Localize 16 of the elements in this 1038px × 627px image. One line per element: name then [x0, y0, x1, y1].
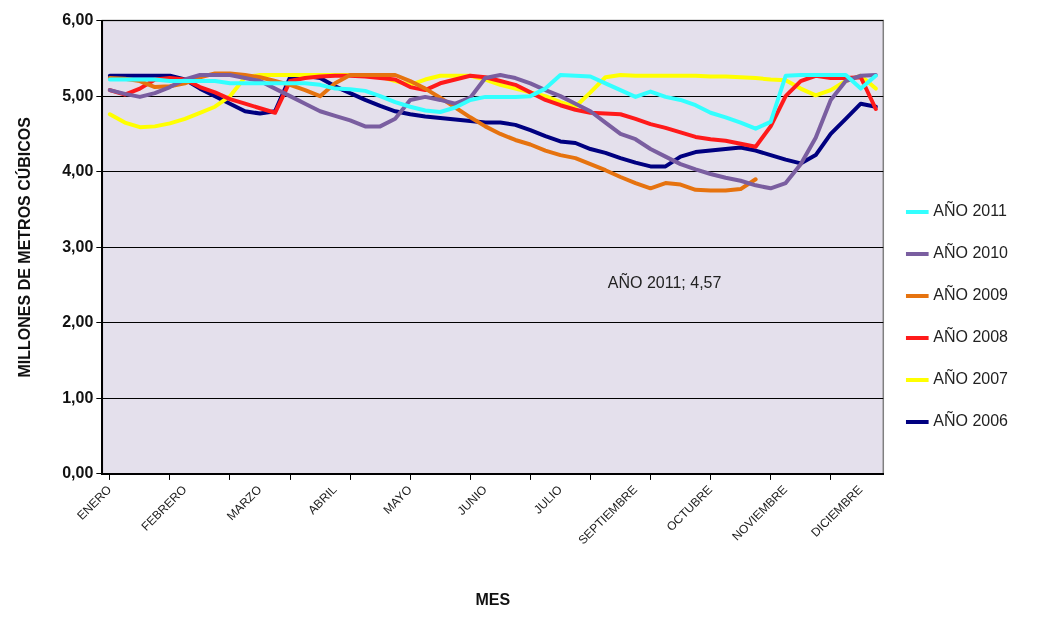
y-tick-label: 4,00 [62, 162, 94, 180]
legend-label: AÑO 2011 [933, 200, 1007, 220]
y-tick-label: 0,00 [62, 464, 94, 482]
y-tick-label: 5,00 [62, 86, 94, 104]
y-axis-title: MILLONES DE METROS CÚBICOS [15, 116, 34, 378]
annotation: AÑO 2011; 4,57 [607, 271, 722, 291]
y-tick-label: 3,00 [62, 237, 94, 255]
legend-label: AÑO 2007 [933, 368, 1009, 388]
y-tick-label: 2,00 [62, 313, 94, 331]
y-tick-label: 1,00 [62, 388, 94, 406]
legend-label: AÑO 2010 [933, 242, 1009, 262]
legend-label: AÑO 2006 [933, 410, 1009, 430]
x-axis-title: MES [475, 590, 511, 608]
y-tick-label: 6,00 [62, 11, 94, 29]
legend-label: AÑO 2009 [933, 284, 1009, 304]
legend-label: AÑO 2008 [933, 326, 1009, 346]
